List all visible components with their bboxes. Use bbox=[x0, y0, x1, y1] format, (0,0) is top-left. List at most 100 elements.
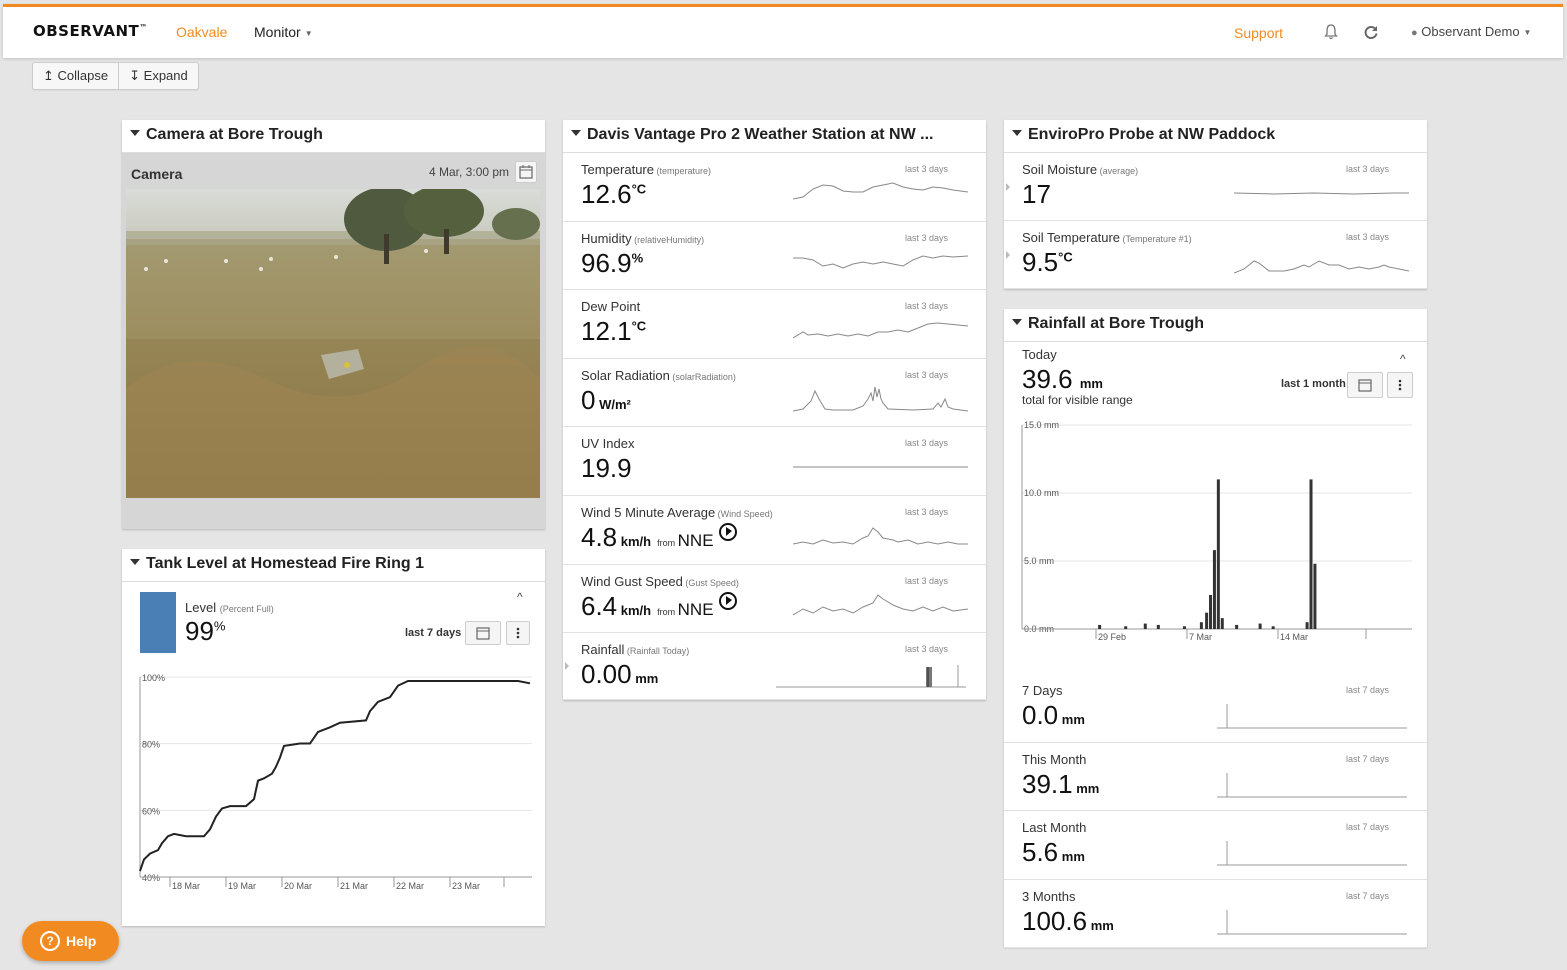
sensor-row[interactable]: UV Index 19.9 last 3 days bbox=[563, 427, 986, 496]
sensor-unit: °C bbox=[631, 181, 647, 197]
sensor-value: 5.6 mm bbox=[1022, 837, 1085, 867]
camera-panel: Camera at Bore Trough Camera 4 Mar, 3:00… bbox=[122, 120, 545, 529]
sensor-row[interactable]: Wind 5 Minute Average (Wind Speed) 4.8 km… bbox=[563, 496, 986, 565]
sensor-name-text: 3 Months bbox=[1022, 889, 1076, 904]
nav-support-link[interactable]: Support bbox=[1234, 25, 1284, 41]
calendar-button[interactable] bbox=[515, 161, 537, 183]
sparkline[interactable] bbox=[1234, 243, 1409, 277]
collapse-triangle-icon[interactable] bbox=[571, 130, 581, 136]
camera-body: Camera 4 Mar, 3:00 pm bbox=[122, 153, 545, 529]
user-menu[interactable]: ● Observant Demo ▼ bbox=[1411, 24, 1532, 39]
calendar-button[interactable] bbox=[465, 621, 501, 645]
expand-arrow-icon[interactable] bbox=[565, 662, 569, 670]
x-tick-label: 19 Mar bbox=[228, 881, 256, 891]
sensor-unit: km/h bbox=[617, 603, 652, 618]
sensor-row[interactable]: Soil Temperature (Temperature #1) 9.5°C la… bbox=[1004, 221, 1427, 289]
sparkline[interactable] bbox=[776, 655, 966, 689]
panel-header[interactable]: Davis Vantage Pro 2 Weather Station at N… bbox=[563, 120, 986, 153]
sparkline[interactable] bbox=[1217, 765, 1407, 799]
more-options-button[interactable] bbox=[506, 621, 530, 645]
sensor-name: Humidity (relativeHumidity) bbox=[581, 231, 704, 246]
collapse-triangle-icon[interactable] bbox=[1012, 319, 1022, 325]
sensor-row[interactable]: 7 Days 0.0 mm last 7 days bbox=[1004, 674, 1427, 743]
sensor-source: (Wind Speed) bbox=[715, 509, 773, 519]
range-label: last 7 days bbox=[1345, 685, 1389, 695]
sparkline[interactable] bbox=[1217, 902, 1407, 936]
tank-level-chart[interactable]: 100% 80% 60% 40% 18 Mar 19 Mar 20 Mar 21 Mar 22 … bbox=[130, 667, 540, 897]
collapse-button[interactable]: ↥ Collapse bbox=[33, 63, 120, 89]
range-label: last 7 days bbox=[405, 627, 462, 639]
rain-bar bbox=[1220, 618, 1224, 629]
expand-arrow-icon[interactable] bbox=[1006, 183, 1010, 191]
sparkline[interactable] bbox=[1217, 833, 1407, 867]
sparkline[interactable] bbox=[793, 175, 968, 209]
sensor-unit: mm bbox=[1058, 849, 1085, 864]
more-options-button[interactable] bbox=[1387, 372, 1413, 398]
vertical-dots-icon bbox=[516, 627, 520, 639]
sparkline[interactable] bbox=[793, 518, 968, 552]
sensor-row[interactable]: This Month 39.1 mm last 7 days bbox=[1004, 743, 1427, 811]
sensor-row[interactable]: Wind Gust Speed (Gust Speed) 6.4 km/h from… bbox=[563, 565, 986, 633]
tank-level-line bbox=[139, 680, 531, 872]
help-button[interactable]: ? Help bbox=[22, 921, 119, 961]
sensor-row[interactable]: Solar Radiation (solarRadiation) 0 W/m² la… bbox=[563, 359, 986, 427]
sensor-name: Rainfall (Rainfall Today) bbox=[581, 642, 689, 657]
sparkline[interactable] bbox=[793, 587, 968, 621]
panel-header[interactable]: Camera at Bore Trough bbox=[122, 120, 545, 153]
range-label: last 3 days bbox=[904, 644, 948, 654]
sensor-name: Soil Moisture (average) bbox=[1022, 162, 1138, 177]
sensor-row[interactable]: Dew Point 12.1°C last 3 days bbox=[563, 290, 986, 359]
sensor-name: Wind 5 Minute Average (Wind Speed) bbox=[581, 505, 773, 520]
sensor-unit: °C bbox=[631, 318, 647, 334]
collapse-triangle-icon[interactable] bbox=[130, 559, 140, 565]
sensor-source: (Rainfall Today) bbox=[624, 646, 690, 656]
top-navbar: OBSERVANT™ Oakvale Monitor ▼ Support ● Ob… bbox=[3, 4, 1563, 58]
collapse-triangle-icon[interactable] bbox=[1012, 130, 1022, 136]
panel-header[interactable]: Tank Level at Homestead Fire Ring 1 bbox=[122, 549, 545, 582]
chevron-up-icon[interactable]: ^ bbox=[517, 590, 523, 604]
observant-logo[interactable]: OBSERVANT™ bbox=[33, 22, 148, 40]
range-label: last 3 days bbox=[904, 507, 948, 517]
rain-bar bbox=[1199, 622, 1203, 629]
refresh-icon[interactable] bbox=[1361, 22, 1381, 42]
sensor-unit: mm bbox=[1087, 918, 1114, 933]
sparkline[interactable] bbox=[793, 244, 968, 278]
expand-button[interactable]: ↧ Expand bbox=[129, 68, 188, 83]
x-tick-label: 14 Mar bbox=[1280, 632, 1308, 642]
sensor-row[interactable]: Last Month 5.6 mm last 7 days bbox=[1004, 811, 1427, 880]
calendar-button[interactable] bbox=[1347, 372, 1383, 398]
camera-timestamp: 4 Mar, 3:00 pm bbox=[429, 165, 510, 179]
sparkline[interactable] bbox=[1217, 696, 1407, 730]
arrow-down-icon: ↧ bbox=[129, 68, 141, 83]
y-tick-label: 60% bbox=[142, 806, 160, 816]
sensor-row[interactable]: Temperature (temperature) 12.6°C last 3 da… bbox=[563, 153, 986, 222]
expand-arrow-icon[interactable] bbox=[1006, 251, 1010, 259]
sparkline[interactable] bbox=[1234, 175, 1409, 209]
sparkline[interactable] bbox=[793, 449, 968, 483]
panel-header[interactable]: EnviroPro Probe at NW Paddock bbox=[1004, 120, 1427, 153]
sensor-value: 12.1°C bbox=[581, 316, 647, 346]
chevron-up-icon[interactable]: ^ bbox=[1400, 352, 1406, 366]
sensor-source: (average) bbox=[1097, 166, 1139, 176]
sensor-row[interactable]: Soil Moisture (average) 17 last 3 days bbox=[1004, 153, 1427, 221]
bell-icon[interactable] bbox=[1321, 22, 1341, 42]
sparkline[interactable] bbox=[793, 381, 968, 415]
nav-org-link[interactable]: Oakvale bbox=[176, 24, 228, 40]
sensor-row[interactable]: 3 Months 100.6 mm last 7 days bbox=[1004, 880, 1427, 948]
sensor-value: 0 W/m² bbox=[581, 385, 631, 415]
sensor-name: UV Index bbox=[581, 436, 634, 451]
sensor-row[interactable]: Humidity (relativeHumidity) 96.9% last 3 d… bbox=[563, 222, 986, 290]
sensor-value: 12.6°C bbox=[581, 179, 647, 209]
sensor-name: This Month bbox=[1022, 752, 1086, 767]
sensor-name-text: Solar Radiation bbox=[581, 368, 670, 383]
panel-header[interactable]: Rainfall at Bore Trough bbox=[1004, 309, 1427, 342]
camera-image[interactable] bbox=[126, 189, 540, 498]
rain-bar bbox=[1216, 479, 1220, 629]
nav-monitor-menu[interactable]: Monitor ▼ bbox=[254, 24, 313, 40]
collapse-triangle-icon[interactable] bbox=[130, 130, 140, 136]
weather-station-panel: Davis Vantage Pro 2 Weather Station at N… bbox=[563, 120, 986, 700]
sensor-row[interactable]: Rainfall (Rainfall Today) 0.00 mm last 3 d… bbox=[563, 633, 986, 700]
sparkline[interactable] bbox=[793, 312, 968, 346]
rainfall-panel: Rainfall at Bore Trough Today 39.6 mm to… bbox=[1004, 309, 1427, 948]
